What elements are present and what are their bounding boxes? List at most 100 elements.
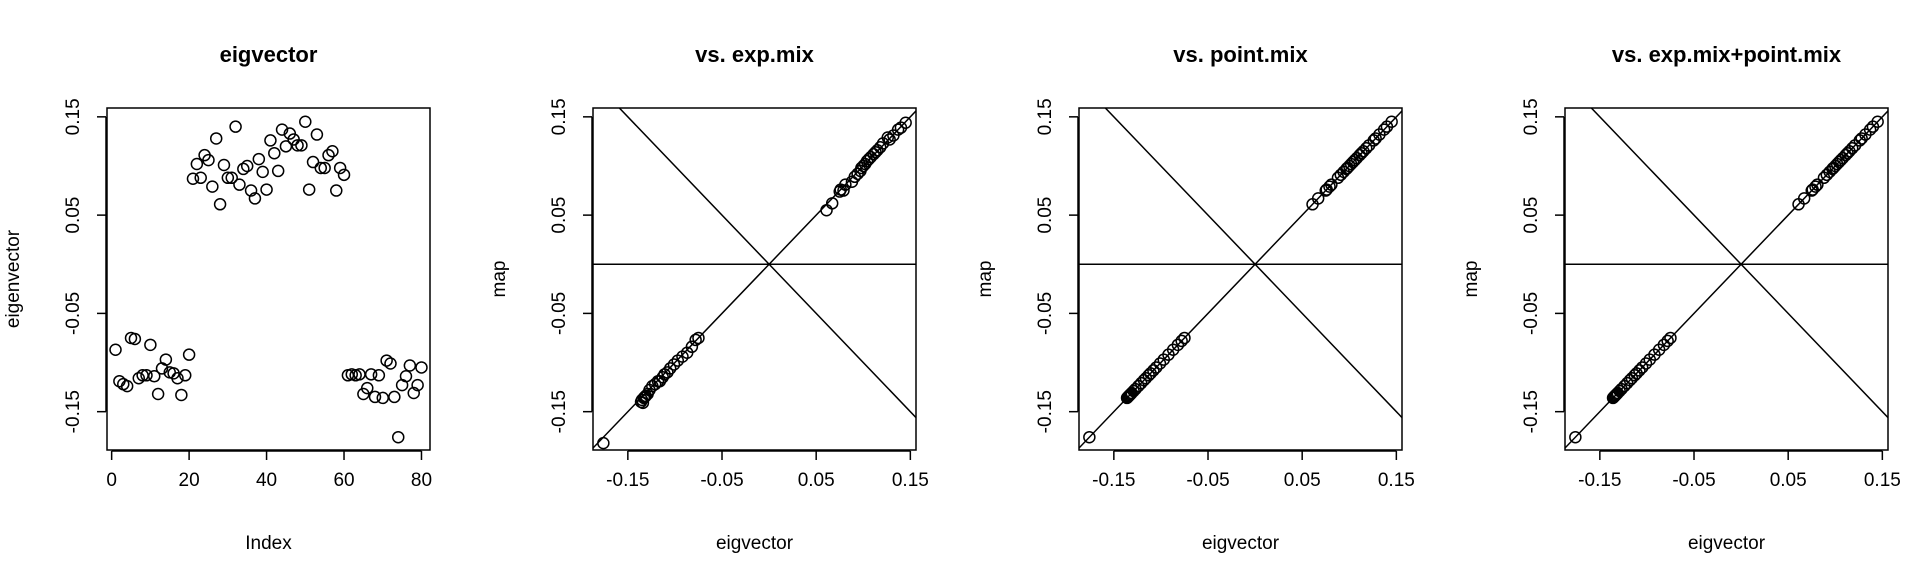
data-point [415,361,428,374]
data-point [322,148,335,162]
data-point [209,132,223,145]
data-point [361,381,374,395]
data-point [837,184,850,197]
data-point [1809,180,1822,193]
x-tick-label: -0.05 [1186,470,1229,491]
data-point [225,171,238,185]
x-tick-label: 0.15 [1864,470,1901,491]
data-point [299,115,312,129]
x-axis-label: Index [245,533,292,554]
data-point [264,134,277,147]
data-point [1871,115,1884,129]
plot-box [106,107,431,451]
data-point [1664,331,1677,345]
x-tick-label: 80 [411,470,432,491]
panel-title: eigvector [220,42,318,67]
data-point [384,357,397,370]
data-point [867,147,880,161]
data-point [388,390,401,404]
plot-box [1564,107,1889,451]
plot-box [592,107,917,451]
data-point [252,152,266,166]
data-point [689,333,702,347]
data-point [685,340,699,354]
data-point [1353,148,1366,162]
y-axis-label: map [975,261,996,298]
data-point [692,331,705,345]
data-point [899,116,912,129]
x-tick-label: 0 [106,470,117,491]
y-tick-label: 0.15 [1035,98,1056,135]
data-point [368,390,382,404]
data-point [237,162,250,176]
data-point [1153,357,1167,370]
y-axis-label: map [1461,261,1482,298]
y-tick-label: -0.15 [549,390,570,433]
data-point [1323,180,1336,193]
data-point [1311,192,1325,205]
data-point [213,198,227,211]
data-point [244,184,258,197]
plot-box [1078,107,1403,451]
reference-line [618,108,916,419]
data-point [140,369,153,382]
data-point [1149,361,1163,374]
data-point [1839,148,1852,162]
data-point [1083,430,1096,444]
data-point [186,172,200,186]
y-tick-label: -0.15 [63,390,84,433]
data-point [1369,132,1382,145]
reference-line [1104,108,1402,419]
data-point [1863,123,1877,136]
data-point [295,139,308,152]
data-point [109,343,122,357]
data-point [873,141,887,154]
y-tick-label: 0.05 [1035,197,1056,234]
data-point [248,192,262,205]
y-tick-label: -0.15 [1521,390,1542,433]
data-point [275,123,289,136]
data-point [860,154,874,168]
data-point [1797,192,1811,205]
data-point [175,388,188,402]
data-point [881,131,894,144]
x-tick-label: 0.05 [798,470,835,491]
y-tick-label: -0.05 [1521,292,1542,335]
data-point [291,139,304,152]
data-point [883,133,896,146]
data-point [597,436,610,450]
data-point [1569,430,1582,444]
panel-title: vs. exp.mix [695,42,814,67]
data-point [337,168,351,182]
data-point [206,180,219,193]
data-point [151,387,165,401]
data-point [268,146,281,160]
x-tick-label: 0.05 [1284,470,1321,491]
y-tick-label: 0.05 [63,197,84,234]
data-point [147,370,161,383]
x-axis-label: eigvector [1202,533,1280,554]
data-point [128,332,142,346]
data-point [1346,155,1360,169]
data-point [310,128,324,141]
panel-1: eigvector Index eigenvector 0 20 40 60 80 -0.15 -… [3,42,432,554]
data-point [260,183,273,196]
data-point [380,354,393,367]
data-point [663,362,677,375]
data-point [667,358,681,371]
data-point [194,171,207,185]
x-tick-label: -0.15 [1578,470,1621,491]
data-point [1657,338,1671,352]
data-point [1385,115,1398,129]
x-tick-label: -0.05 [700,470,743,491]
data-point [182,348,196,361]
y-tick-label: 0.15 [63,98,84,135]
data-point [1633,364,1646,377]
data-point [820,203,833,217]
reference-line [1590,108,1888,419]
data-point [391,430,405,444]
data-point [1171,338,1185,352]
data-point [326,144,339,158]
data-point [330,184,343,197]
